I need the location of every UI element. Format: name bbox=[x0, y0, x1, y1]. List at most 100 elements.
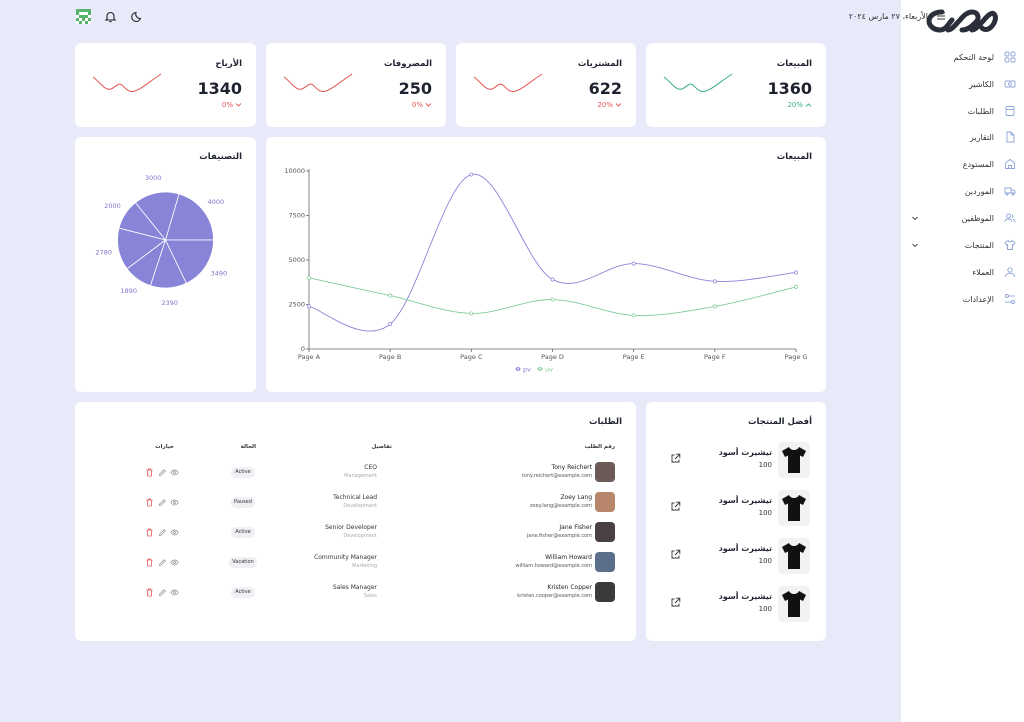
menu-icon[interactable] bbox=[936, 11, 946, 21]
delete-icon[interactable] bbox=[145, 468, 154, 477]
categories-pie-chart: 4000 3000 2000 2780 1890 2390 3490 bbox=[95, 174, 228, 307]
orders-icon bbox=[1004, 105, 1016, 117]
order-customer-email: kristen.cooper@example.com bbox=[517, 593, 592, 599]
product-name: تيشيرت أسود bbox=[718, 544, 772, 553]
product-image bbox=[778, 442, 810, 478]
chevron-down-icon[interactable] bbox=[911, 214, 919, 222]
stat-change: 0% bbox=[412, 101, 432, 109]
delete-icon[interactable] bbox=[145, 558, 154, 567]
sales-line-chart: 0 2500 5000 7500 10000 Page A Page B Page C Page… bbox=[284, 167, 807, 374]
delete-icon[interactable] bbox=[145, 498, 154, 507]
product-price: 100 bbox=[758, 509, 772, 517]
sidebar-item-tshirt[interactable]: المنتجات bbox=[901, 235, 1024, 255]
stat-title: المبيعات bbox=[776, 59, 812, 69]
external-link-icon[interactable] bbox=[670, 453, 681, 464]
view-icon[interactable] bbox=[170, 498, 179, 507]
sidebar-item-label: الموردين bbox=[964, 186, 994, 196]
product-image bbox=[778, 586, 810, 622]
pie-slice-label: 3000 bbox=[145, 174, 162, 182]
sidebar-item-label: الموظفين bbox=[961, 213, 994, 223]
current-date: الأربعاء، ٢٧ مارس ٢٠٢٤ bbox=[848, 12, 928, 21]
column-order-number: رقم الطلب bbox=[584, 444, 615, 450]
external-link-icon[interactable] bbox=[670, 597, 681, 608]
edit-icon[interactable] bbox=[158, 468, 167, 477]
stat-card: المبيعات 1360 20% bbox=[646, 43, 826, 127]
y-tick-label: 5000 bbox=[288, 256, 305, 264]
sidebar-item-label: العملاء bbox=[972, 267, 994, 277]
series-point-pv bbox=[712, 279, 717, 284]
top-products-card: أفضل المنتجات تيشيرت أسود 100 تيشيرت أسود 1… bbox=[646, 402, 826, 641]
order-department: Development bbox=[343, 533, 377, 539]
product-image bbox=[778, 490, 810, 526]
sidebar-item-truck[interactable]: الموردين bbox=[901, 181, 1024, 201]
y-tick-label: 2500 bbox=[288, 301, 305, 309]
edit-icon[interactable] bbox=[158, 588, 167, 597]
pie-slice-label: 3490 bbox=[211, 270, 228, 278]
stat-sparkline bbox=[283, 73, 353, 92]
sidebar-item-orders[interactable]: الطلبات bbox=[901, 101, 1024, 121]
column-options: خيارات bbox=[155, 444, 174, 450]
sidebar-item-label: الكاشير bbox=[968, 79, 994, 89]
delete-icon[interactable] bbox=[145, 588, 154, 597]
truck-icon bbox=[1004, 185, 1016, 197]
order-customer-email: william.howard@example.com bbox=[515, 563, 592, 569]
order-department: Management bbox=[344, 473, 377, 479]
external-link-icon[interactable] bbox=[670, 549, 681, 560]
chevron-down-icon[interactable] bbox=[911, 241, 919, 249]
tshirt-icon bbox=[1004, 239, 1016, 251]
view-icon[interactable] bbox=[170, 558, 179, 567]
pie-slice-label: 4000 bbox=[208, 198, 225, 206]
sidebar-item-users[interactable]: الموظفين bbox=[901, 208, 1024, 228]
series-point-pv bbox=[794, 270, 798, 275]
series-point-pv bbox=[469, 172, 474, 177]
table-row: Tony Reichert tony.reichert@example.com CE… bbox=[145, 459, 615, 487]
bell-icon[interactable] bbox=[104, 10, 117, 23]
sidebar-item-label: الإعدادات bbox=[962, 294, 994, 304]
series-point-uv bbox=[631, 313, 636, 318]
sidebar-item-settings[interactable]: الإعدادات bbox=[901, 289, 1024, 309]
view-icon[interactable] bbox=[170, 528, 179, 537]
series-point-uv bbox=[388, 293, 393, 298]
avatar bbox=[595, 462, 615, 482]
stat-change: 0% bbox=[222, 101, 242, 109]
avatar bbox=[595, 492, 615, 512]
sidebar-item-reports[interactable]: التقارير bbox=[901, 127, 1024, 147]
arrow-down-icon bbox=[235, 103, 242, 107]
sidebar-item-customers[interactable]: العملاء bbox=[901, 262, 1024, 282]
sidebar-item-dashboard[interactable]: لوحة التحكم bbox=[901, 47, 1024, 67]
arrow-up-icon bbox=[805, 103, 812, 107]
product-name: تيشيرت أسود bbox=[718, 592, 772, 601]
table-row: Zoey Lang zoey.lang@example.com Technical … bbox=[145, 489, 615, 517]
stat-sparkline bbox=[663, 73, 733, 92]
brand-logo[interactable] bbox=[926, 6, 998, 36]
edit-icon[interactable] bbox=[158, 558, 167, 567]
product-name: تيشيرت أسود bbox=[718, 448, 772, 457]
status-badge: Active bbox=[231, 467, 255, 478]
sales-chart-card: المبيعات 0 2500 5000 7500 10000 Page A Page B P… bbox=[266, 137, 826, 392]
moon-icon[interactable] bbox=[131, 10, 144, 23]
product-item: تيشيرت أسود 100 bbox=[660, 490, 810, 530]
cashier-icon bbox=[1004, 78, 1016, 90]
delete-icon[interactable] bbox=[145, 528, 154, 537]
product-name: تيشيرت أسود bbox=[718, 496, 772, 505]
product-price: 100 bbox=[758, 461, 772, 469]
view-icon[interactable] bbox=[170, 588, 179, 597]
sidebar-item-warehouse[interactable]: المستودع bbox=[901, 154, 1024, 174]
view-icon[interactable] bbox=[170, 468, 179, 477]
stat-title: المصروفات bbox=[383, 59, 432, 69]
order-role: Community Manager bbox=[314, 554, 377, 561]
external-link-icon[interactable] bbox=[670, 501, 681, 512]
order-customer-name: Kristen Copper bbox=[547, 584, 592, 591]
avatar bbox=[595, 582, 615, 602]
users-icon bbox=[1004, 212, 1016, 224]
arrow-down-icon bbox=[615, 103, 622, 107]
product-price: 100 bbox=[758, 557, 772, 565]
edit-icon[interactable] bbox=[158, 528, 167, 537]
stat-title: الأرباح bbox=[215, 59, 242, 69]
sidebar-item-cashier[interactable]: الكاشير bbox=[901, 74, 1024, 94]
status-badge: Paused bbox=[231, 497, 255, 508]
table-row: William Howard william.howard@example.com… bbox=[145, 549, 615, 577]
edit-icon[interactable] bbox=[158, 498, 167, 507]
table-row: Jane Fisher jane.fisher@example.com Senior… bbox=[145, 519, 615, 547]
pixel-avatar-icon[interactable] bbox=[76, 9, 91, 24]
